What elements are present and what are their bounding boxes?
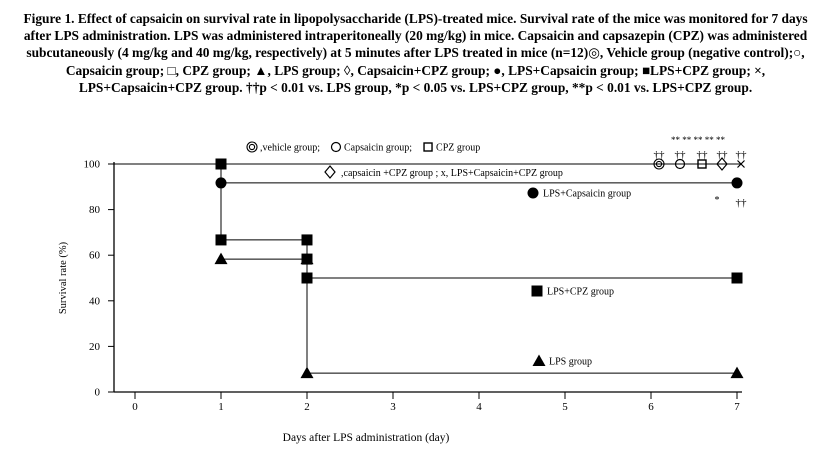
axes (113, 162, 742, 393)
series-annotation: LPS+CPZ group (547, 287, 614, 298)
significance-daggers: †† (736, 197, 748, 209)
circle-marker (215, 177, 227, 189)
circle-marker (527, 187, 539, 199)
double-circle-marker (246, 141, 258, 153)
significance-daggers: †† (736, 149, 748, 161)
square-marker (301, 234, 313, 246)
x-tick-label: 4 (476, 401, 482, 413)
square-marker (215, 234, 227, 246)
open-square-marker (697, 159, 707, 169)
square-marker (215, 158, 227, 170)
series-annotation: LPS+Capsaicin group (543, 189, 631, 200)
y-tick-label: 60 (89, 250, 101, 262)
open-diamond-marker (324, 165, 336, 179)
open-circle-marker (330, 141, 342, 153)
series-markers (214, 158, 744, 379)
y-tick-label: 80 (89, 204, 101, 216)
legend-label: CPZ group (436, 143, 480, 154)
square-marker (531, 285, 543, 297)
double-circle-inner (655, 160, 663, 168)
series-line (221, 258, 737, 374)
series-lines (114, 163, 742, 374)
cross-marker (737, 160, 745, 168)
significance-marks: ** ** ** ** ** †† †† †† †† †† * †† (653, 135, 748, 209)
y-tick-label: 100 (84, 159, 101, 171)
x-tick-label: 6 (648, 401, 654, 413)
y-axis-label: Survival rate (%) (58, 241, 69, 314)
significance-star: * (715, 195, 720, 206)
open-circle-marker (674, 158, 686, 170)
x-tick-label: 7 (734, 401, 740, 413)
significance-daggers: †† (717, 149, 729, 161)
y-tick-label: 0 (95, 387, 101, 399)
square-marker (301, 272, 313, 284)
square-marker (301, 253, 313, 265)
y-tick-label: 40 (89, 295, 101, 307)
series-annotation: LPS group (549, 357, 592, 368)
open-square-marker (423, 142, 433, 152)
x-tick-label: 0 (132, 401, 138, 413)
legend-label: ,capsaicin +CPZ group ; x, LPS+Capsaicin… (341, 168, 563, 179)
significance-daggers: †† (654, 149, 666, 161)
triangle-marker (300, 366, 314, 379)
double-circle-inner (248, 143, 256, 151)
x-tick-label: 2 (304, 401, 310, 413)
significance-stars: ** ** ** ** ** (671, 135, 726, 145)
x-tick-label: 1 (218, 401, 224, 413)
triangle-marker (214, 252, 228, 265)
cross-stroke (737, 160, 745, 168)
y-tick-label: 20 (89, 341, 101, 353)
open-diamond-marker (716, 157, 728, 171)
double-circle-outer (246, 141, 258, 153)
annotations: LPS+Capsaicin group LPS+CPZ group LPS grou… (527, 187, 631, 368)
circle-marker (731, 177, 743, 189)
significance-daggers: †† (675, 149, 687, 161)
legend: ,vehicle group; Capsaicin group; CPZ group… (246, 141, 563, 179)
figure-caption: Figure 1. Effect of capsaicin on surviva… (23, 11, 808, 95)
x-axis-label: Days after LPS administration (day) (283, 432, 450, 444)
axis-ticks: 0 1 2 3 4 5 6 7 0 20 40 60 80 100 (84, 159, 741, 414)
triangle-marker (730, 366, 744, 379)
series-line (220, 164, 737, 279)
triangle-marker (532, 354, 546, 366)
x-tick-label: 5 (562, 401, 568, 413)
significance-daggers: †† (697, 149, 709, 161)
x-tick-label: 3 (390, 401, 396, 413)
legend-label: ,vehicle group; (260, 143, 320, 154)
double-circle-marker (653, 158, 665, 170)
legend-label: Capsaicin group; (344, 143, 412, 154)
square-marker (731, 272, 743, 284)
double-circle-outer (653, 158, 665, 170)
